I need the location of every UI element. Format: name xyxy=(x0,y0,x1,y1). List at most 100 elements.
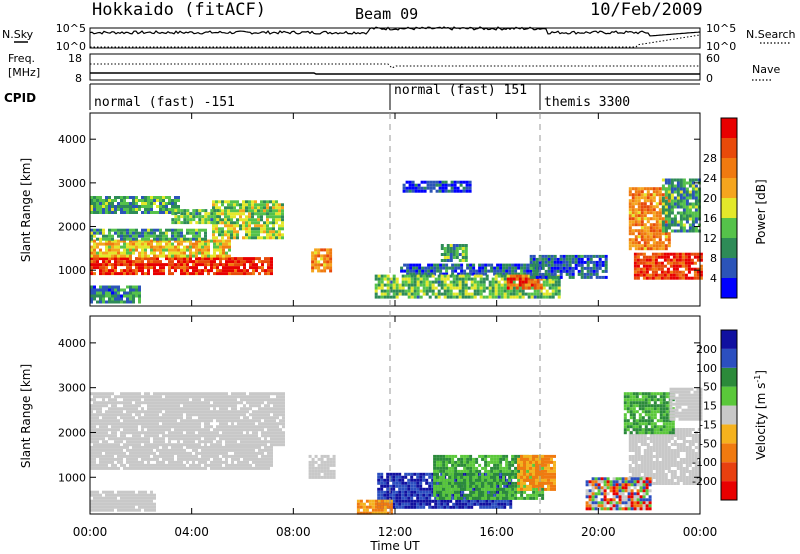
data-cell xyxy=(435,293,438,296)
data-cell xyxy=(387,287,390,290)
data-cell xyxy=(138,301,141,304)
data-cell xyxy=(180,229,183,232)
data-cell xyxy=(102,428,105,431)
data-cell xyxy=(652,268,655,271)
data-cell xyxy=(641,211,644,214)
data-cell xyxy=(207,446,210,449)
data-cell xyxy=(554,264,557,267)
data-cell xyxy=(671,230,674,233)
data-cell xyxy=(123,235,126,238)
data-cell xyxy=(204,467,207,470)
date-label: 10/Feb/2009 xyxy=(590,0,703,20)
data-cell xyxy=(572,276,575,279)
data-cell xyxy=(281,203,284,206)
data-cell xyxy=(111,410,114,413)
data-cell xyxy=(219,249,222,252)
data-cell xyxy=(634,259,637,262)
data-cell xyxy=(99,410,102,413)
data-cell xyxy=(114,295,117,298)
data-cell xyxy=(126,211,129,214)
data-cell xyxy=(483,281,486,284)
data-cell xyxy=(507,293,510,296)
data-cell xyxy=(458,500,461,503)
data-cell xyxy=(93,497,96,500)
data-cell xyxy=(264,392,267,395)
data-cell xyxy=(213,252,216,255)
data-cell xyxy=(177,416,180,419)
data-cell xyxy=(408,290,411,293)
data-cell xyxy=(525,281,528,284)
data-cell xyxy=(276,425,279,428)
data-cell xyxy=(201,428,204,431)
data-cell xyxy=(132,208,135,211)
data-cell xyxy=(644,244,647,247)
data-cell xyxy=(443,503,446,506)
data-cell xyxy=(605,264,608,267)
data-cell xyxy=(192,215,195,218)
data-cell xyxy=(117,425,120,428)
data-cell xyxy=(189,260,192,263)
data-cell xyxy=(638,190,641,193)
data-cell xyxy=(275,206,278,209)
data-cell xyxy=(132,229,135,232)
data-cell xyxy=(252,392,255,395)
data-cell xyxy=(425,488,428,491)
data-cell xyxy=(216,221,219,224)
data-cell xyxy=(129,266,132,269)
data-cell xyxy=(135,289,138,292)
data-cell xyxy=(147,202,150,205)
data-cell xyxy=(252,428,255,431)
data-cell xyxy=(454,187,457,190)
data-cell xyxy=(637,274,640,277)
data-cell xyxy=(282,404,285,407)
data-cell xyxy=(204,443,207,446)
data-cell xyxy=(557,264,560,267)
data-cell xyxy=(656,223,659,226)
data-cell xyxy=(501,293,504,296)
data-cell xyxy=(141,503,144,506)
data-cell xyxy=(510,281,513,284)
data-cell xyxy=(411,296,414,299)
data-cell xyxy=(661,253,664,256)
data-cell xyxy=(629,214,632,217)
data-cell xyxy=(558,281,561,284)
data-cell xyxy=(378,278,381,281)
data-cell xyxy=(566,273,569,276)
data-cell xyxy=(126,437,129,440)
data-cell xyxy=(549,296,552,299)
data-cell xyxy=(195,255,198,258)
data-cell xyxy=(114,452,117,455)
data-cell xyxy=(694,274,697,277)
data-cell xyxy=(114,301,117,304)
data-cell xyxy=(551,261,554,264)
data-cell xyxy=(269,227,272,230)
data-cell xyxy=(665,194,668,197)
data-cell xyxy=(108,494,111,497)
data-cell xyxy=(207,452,210,455)
data-cell xyxy=(204,218,207,221)
data-cell xyxy=(438,275,441,278)
data-cell xyxy=(156,419,159,422)
data-cell xyxy=(189,218,192,221)
data-cell xyxy=(641,214,644,217)
data-cell xyxy=(230,233,233,236)
data-cell xyxy=(165,238,168,241)
data-cell xyxy=(105,422,108,425)
data-cell xyxy=(189,272,192,275)
data-cell xyxy=(216,419,219,422)
data-cell xyxy=(213,434,216,437)
data-cell xyxy=(216,416,219,419)
data-cell xyxy=(496,264,499,267)
data-cell xyxy=(276,437,279,440)
data-cell xyxy=(165,449,168,452)
data-cell xyxy=(213,431,216,434)
data-cell xyxy=(272,218,275,221)
data-cell xyxy=(677,191,680,194)
data-cell xyxy=(114,263,117,266)
data-cell xyxy=(677,206,680,209)
data-cell xyxy=(230,200,233,203)
data-cell xyxy=(650,208,653,211)
data-cell xyxy=(261,410,264,413)
data-cell xyxy=(219,443,222,446)
data-cell xyxy=(234,413,237,416)
